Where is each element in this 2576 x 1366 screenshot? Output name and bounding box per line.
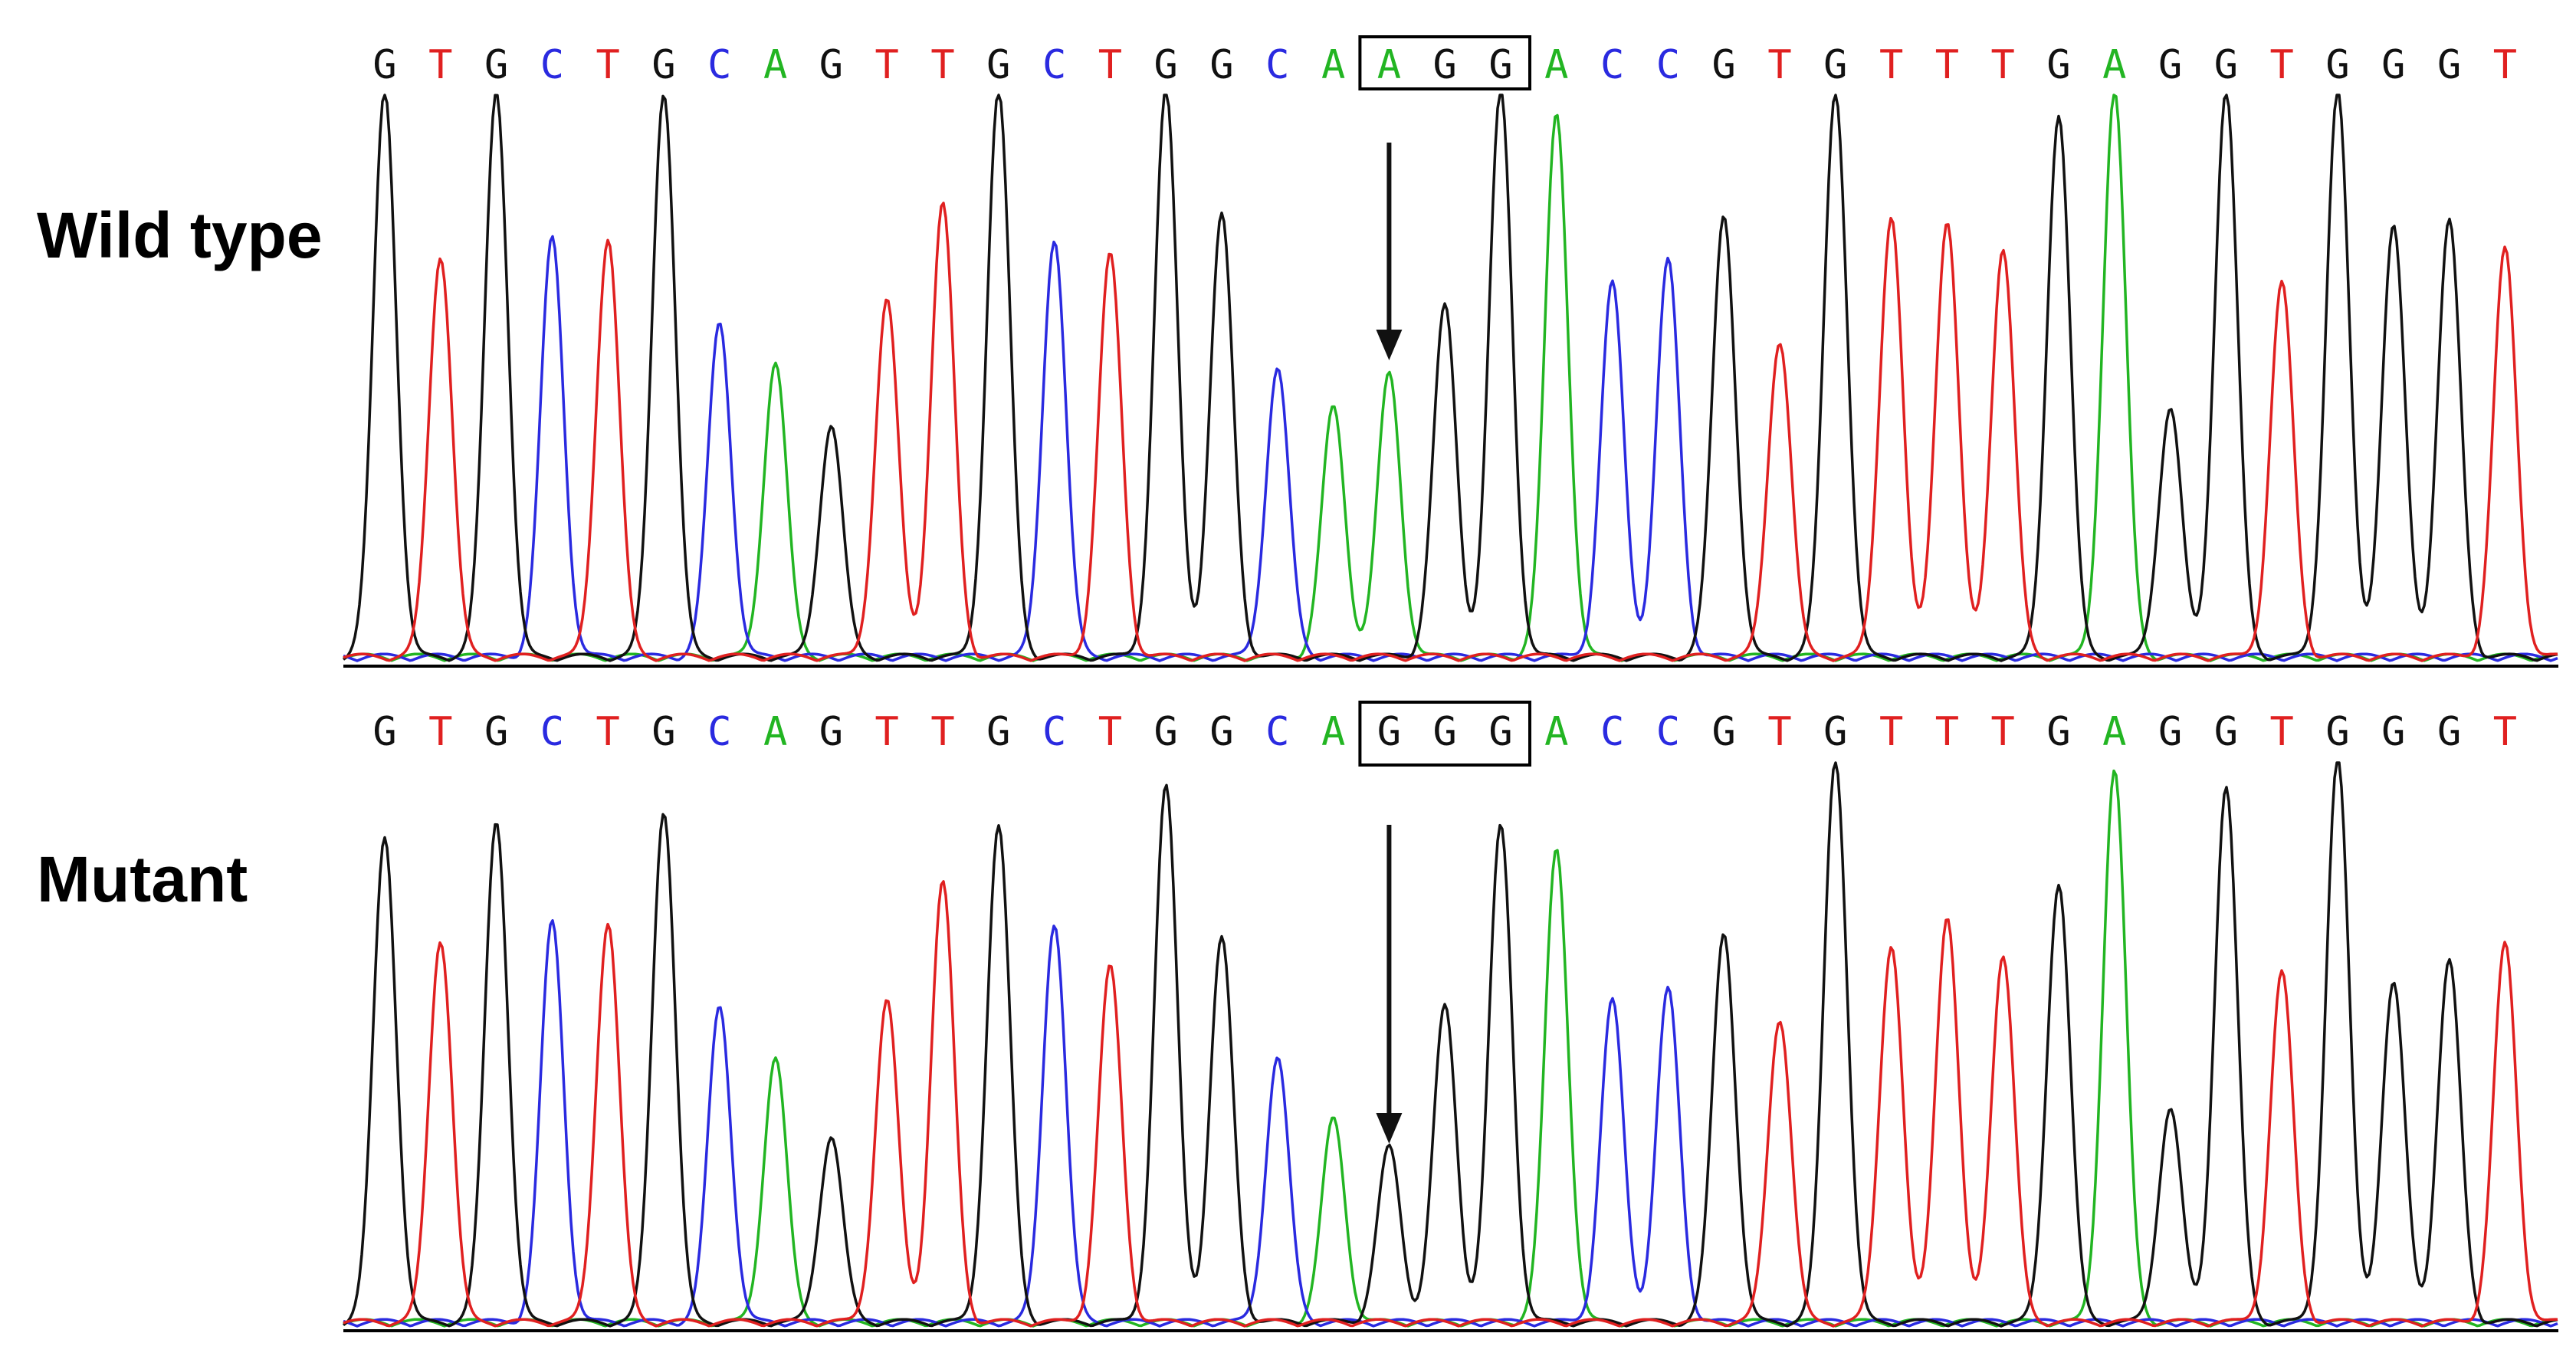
- trace-A: [343, 94, 2558, 662]
- base-call: T: [2270, 42, 2294, 88]
- base-call: C: [1656, 709, 1680, 755]
- base-call: G: [1433, 42, 1457, 88]
- base-call: A: [763, 709, 787, 755]
- base-call: G: [2437, 709, 2461, 755]
- base-call: G: [1209, 709, 1233, 755]
- base-call: C: [707, 42, 731, 88]
- trace-C: [343, 235, 2558, 662]
- base-call: C: [1265, 709, 1289, 755]
- base-call: G: [986, 709, 1010, 755]
- base-call: G: [2325, 42, 2349, 88]
- base-call: T: [1879, 709, 1903, 755]
- base-call: C: [1042, 709, 1066, 755]
- base-call: G: [819, 42, 843, 88]
- base-call: T: [930, 709, 954, 755]
- base-call: T: [596, 42, 620, 88]
- trace-T: [343, 202, 2558, 662]
- base-call: A: [2102, 42, 2126, 88]
- base-call: T: [1098, 42, 1122, 88]
- base-call: G: [484, 42, 508, 88]
- arrow-mutant: [1376, 825, 1403, 1144]
- base-call: G: [372, 42, 396, 88]
- trace-G: [342, 761, 2558, 1328]
- base-call: C: [540, 709, 564, 755]
- base-call: T: [428, 709, 452, 755]
- base-call: A: [1544, 709, 1568, 755]
- highlight-box-mutant: [1358, 701, 1532, 767]
- base-call: G: [1154, 709, 1178, 755]
- base-call: G: [1712, 709, 1736, 755]
- base-call: G: [1712, 42, 1736, 88]
- base-call: T: [875, 709, 899, 755]
- base-call: C: [1656, 42, 1680, 88]
- base-call: T: [2270, 709, 2294, 755]
- base-call: G: [651, 42, 675, 88]
- base-call: C: [1265, 42, 1289, 88]
- base-call: A: [2102, 709, 2126, 755]
- base-call: T: [1991, 42, 2015, 88]
- base-call: G: [2381, 42, 2405, 88]
- trace-area-mutant: [342, 761, 2558, 1328]
- base-call: G: [651, 709, 675, 755]
- base-call: T: [875, 42, 899, 88]
- base-call: G: [986, 42, 1010, 88]
- base-call: A: [1321, 42, 1345, 88]
- trace-area-wild-type: [342, 94, 2558, 662]
- base-call: C: [1600, 42, 1624, 88]
- highlight-box-wild-type: [1358, 35, 1532, 90]
- trace-C: [343, 919, 2558, 1328]
- base-call: G: [1488, 42, 1512, 88]
- base-call: T: [1935, 709, 1959, 755]
- base-call: T: [596, 709, 620, 755]
- base-call: G: [1209, 42, 1233, 88]
- base-call: A: [1321, 709, 1345, 755]
- base-call: G: [2158, 42, 2182, 88]
- base-call: G: [1488, 709, 1512, 755]
- base-call: G: [2046, 709, 2070, 755]
- arrow-wild-type: [1376, 143, 1403, 360]
- base-call: G: [1823, 42, 1847, 88]
- base-call: G: [484, 709, 508, 755]
- base-call: T: [2493, 709, 2517, 755]
- base-call: G: [819, 709, 843, 755]
- base-call: G: [372, 709, 396, 755]
- base-call: G: [2325, 709, 2349, 755]
- base-call: T: [1098, 709, 1122, 755]
- base-call: A: [763, 42, 787, 88]
- base-call: T: [1767, 709, 1791, 755]
- panel-label-mutant: Mutant: [37, 843, 248, 915]
- base-call: T: [1935, 42, 1959, 88]
- base-call: G: [2046, 42, 2070, 88]
- base-call: C: [1042, 42, 1066, 88]
- panel-label-wild-type: Wild type: [37, 199, 323, 271]
- base-call: C: [540, 42, 564, 88]
- base-call: G: [2214, 42, 2238, 88]
- base-call: G: [1377, 709, 1401, 755]
- base-call: T: [1991, 709, 2015, 755]
- base-call: A: [1544, 42, 1568, 88]
- base-call: G: [1154, 42, 1178, 88]
- trace-T: [343, 880, 2558, 1328]
- trace-G: [342, 94, 2558, 662]
- base-call: T: [1879, 42, 1903, 88]
- base-call: T: [428, 42, 452, 88]
- base-call: C: [1600, 709, 1624, 755]
- base-call: T: [930, 42, 954, 88]
- base-call: G: [1433, 709, 1457, 755]
- base-call: T: [1767, 42, 1791, 88]
- base-call: G: [2158, 709, 2182, 755]
- base-call: G: [2381, 709, 2405, 755]
- base-call: T: [2493, 42, 2517, 88]
- base-call: C: [707, 709, 731, 755]
- base-call: G: [2214, 709, 2238, 755]
- base-call: A: [1377, 42, 1401, 88]
- base-call: G: [1823, 709, 1847, 755]
- base-call: G: [2437, 42, 2461, 88]
